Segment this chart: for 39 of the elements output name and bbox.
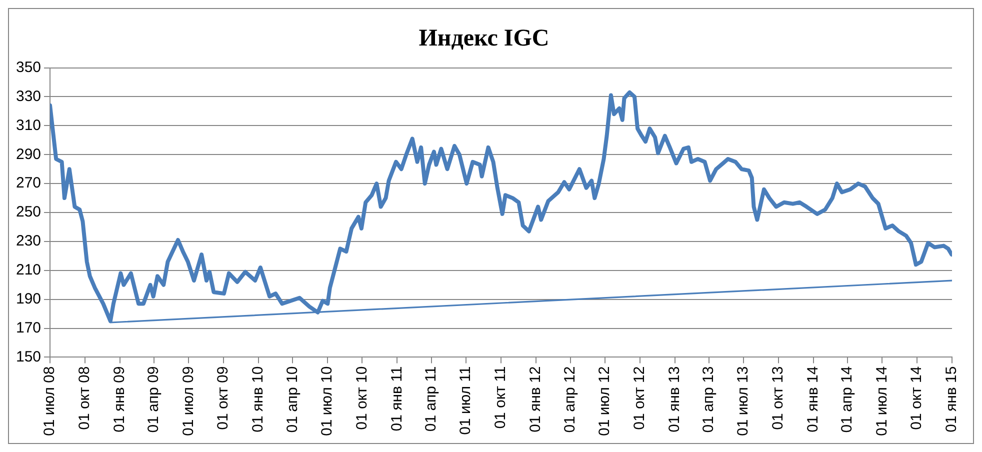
y-tick-label: 210 (16, 262, 42, 279)
x-tick-label: 01 окт 09 (214, 366, 232, 430)
x-tick-label: 01 янв 15 (943, 366, 960, 432)
x-tick-label: 01 июл 11 (457, 366, 474, 435)
chart-title: Индекс IGC (418, 26, 550, 52)
y-tick-label: 190 (16, 290, 42, 308)
x-tick-label: 01 окт 08 (76, 366, 94, 430)
x-tick-label: 01 апр 11 (422, 366, 440, 432)
y-tick-label: 290 (16, 146, 42, 163)
x-tick-label: 01 апр 14 (838, 366, 856, 433)
x-tick-label: 01 июл 13 (734, 366, 752, 436)
y-tick-label: 170 (16, 319, 42, 336)
y-tick-label: 250 (16, 204, 42, 221)
x-tick-label: 01 янв 14 (804, 366, 822, 432)
x-tick-label: 01 июл 10 (318, 366, 336, 436)
x-tick-label: 01 янв 11 (388, 366, 406, 432)
x-tick-label: 01 апр 10 (284, 366, 301, 433)
x-tick-label: 01 апр 13 (700, 366, 718, 433)
x-tick-label: 01 янв 10 (250, 366, 267, 432)
x-tick-label: 01 июл 14 (873, 366, 890, 436)
x-tick-label: 01 окт 14 (908, 366, 926, 430)
x-tick-label: 01 янв 09 (111, 366, 128, 432)
x-tick-label: 01 окт 13 (770, 366, 787, 430)
y-tick-label: 310 (16, 116, 42, 134)
x-tick-label: 01 июл 08 (41, 366, 58, 436)
x-tick-label: 01 окт 12 (630, 366, 648, 430)
x-tick-label: 01 апр 09 (145, 366, 162, 433)
x-tick-label: 01 окт 10 (353, 366, 370, 430)
x-tick-label: 01 янв 12 (526, 366, 544, 432)
y-tick-label: 150 (16, 348, 42, 366)
x-tick-label: 01 июл 12 (596, 366, 614, 436)
x-tick-label: 01 июл 09 (180, 366, 197, 436)
y-tick-label: 330 (16, 88, 42, 105)
x-tick-label: 01 янв 13 (666, 366, 683, 432)
x-tick-label: 01 апр 12 (561, 366, 578, 433)
y-tick-label: 230 (16, 232, 42, 250)
x-tick-label: 01 окт 11 (492, 366, 509, 429)
y-tick-label: 350 (16, 58, 42, 76)
y-tick-label: 270 (16, 174, 42, 192)
